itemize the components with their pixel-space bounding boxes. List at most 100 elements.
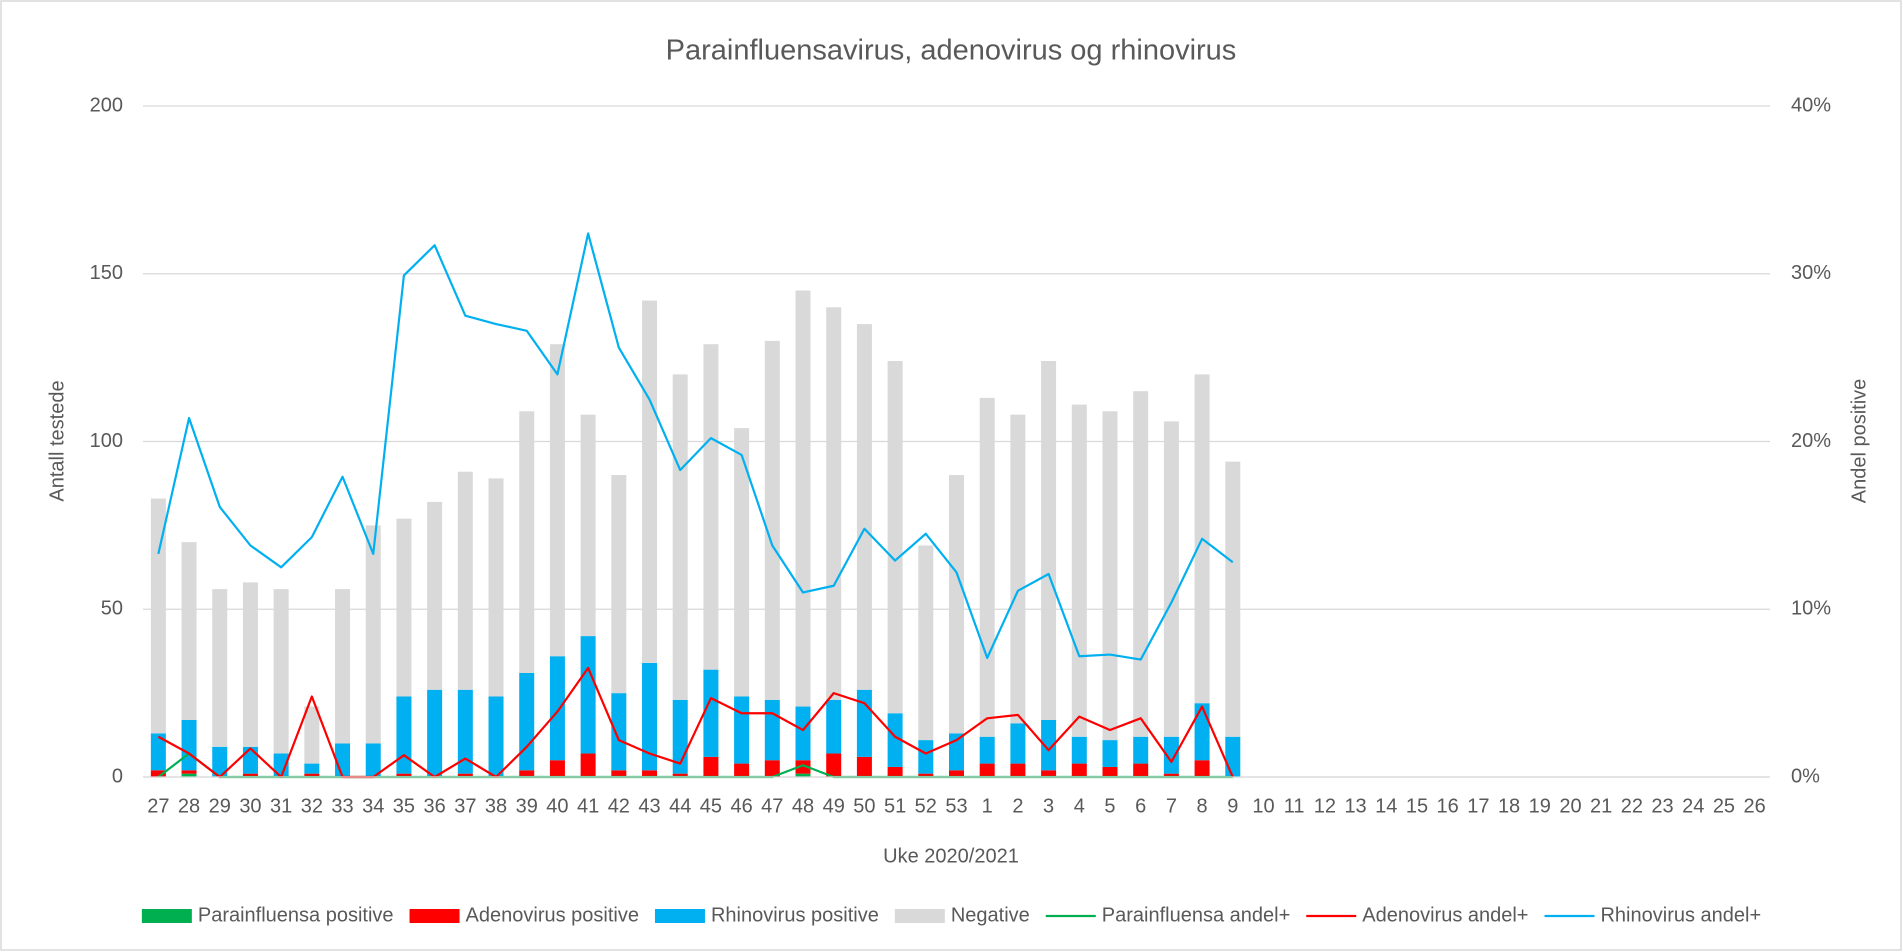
bar-segment: [335, 589, 351, 744]
x-tick-label: 27: [147, 795, 169, 817]
x-tick-label: 47: [761, 795, 783, 817]
bar-segment: [181, 770, 197, 774]
y-axis-title: Antall testede: [46, 380, 68, 501]
bar-segment: [672, 374, 688, 700]
chart-title: Parainfluensavirus, adenovirus og rhinov…: [666, 35, 1237, 67]
x-tick-label: 23: [1651, 795, 1673, 817]
legend-label: Adenovirus positive: [466, 904, 639, 926]
x-tick-label: 19: [1529, 795, 1551, 817]
x-tick-label: 51: [884, 795, 906, 817]
bar-segment: [826, 307, 842, 700]
x-tick-label: 53: [945, 795, 967, 817]
bar-segment: [611, 475, 627, 694]
x-tick-label: 11: [1284, 795, 1305, 817]
bar-segment: [1071, 736, 1087, 764]
bar-segment: [887, 713, 903, 767]
x-tick-label: 25: [1713, 795, 1735, 817]
bar-segment: [519, 672, 535, 771]
legend-swatch: [654, 909, 705, 923]
bar-segment: [795, 290, 811, 707]
bar-segment: [856, 756, 872, 777]
bar-segment: [795, 760, 811, 774]
bar-segment: [212, 589, 228, 747]
y-tick-label: 200: [90, 94, 123, 116]
x-tick-label: 45: [700, 795, 722, 817]
bar-segment: [764, 760, 780, 777]
x-tick-label: 33: [331, 795, 353, 817]
x-tick-label: 10: [1252, 795, 1274, 817]
bar-segment: [703, 756, 719, 777]
bar-segment: [703, 344, 719, 670]
bar-segment: [1010, 723, 1026, 764]
x-tick-label: 28: [178, 795, 200, 817]
x-tick-label: 18: [1498, 795, 1520, 817]
y2-tick-label: 20%: [1791, 430, 1831, 452]
bar-segment: [642, 662, 658, 771]
bar-segment: [672, 773, 688, 777]
bar-segment: [918, 740, 934, 774]
bar-segment: [457, 773, 473, 777]
bar-segment: [1102, 740, 1118, 767]
bar-segment: [856, 689, 872, 757]
x-tick-label: 48: [792, 795, 814, 817]
x-tick-label: 36: [424, 795, 446, 817]
legend-label: Parainfluensa positive: [198, 904, 394, 926]
bar-segment: [1102, 411, 1118, 741]
bar-segment: [549, 656, 565, 761]
x-tick-label: 41: [577, 795, 599, 817]
x-tick-label: 12: [1314, 795, 1336, 817]
y2-tick-label: 10%: [1791, 598, 1831, 620]
bar-segment: [304, 763, 320, 774]
bar-segment: [918, 773, 934, 777]
bar-segment: [150, 733, 166, 771]
bar-segment: [365, 743, 381, 777]
x-tick-label: 13: [1344, 795, 1366, 817]
line-series: [157, 666, 1234, 779]
x-tick-label: 1: [982, 795, 993, 817]
x-tick-label: 29: [209, 795, 231, 817]
x-tick-label: 6: [1135, 795, 1146, 817]
bar-segment: [795, 706, 811, 761]
bar-segment: [1010, 414, 1026, 724]
bar-segment: [887, 360, 903, 714]
bar-segment: [457, 471, 473, 690]
legend-swatch: [141, 909, 192, 923]
x-tick-label: 21: [1590, 795, 1612, 817]
legend-label: Negative: [951, 904, 1030, 926]
x-tick-label: 44: [669, 795, 691, 817]
x-tick-label: 46: [730, 795, 752, 817]
bar-segment: [181, 542, 197, 720]
x-tick-label: 4: [1074, 795, 1085, 817]
x-tick-label: 39: [516, 795, 538, 817]
x-tick-label: 32: [301, 795, 323, 817]
bar-segment: [396, 518, 412, 697]
x-tick-label: 30: [239, 795, 261, 817]
x-tick-label: 14: [1375, 795, 1397, 817]
x-tick-label: 17: [1467, 795, 1489, 817]
bar-segment: [1041, 719, 1057, 771]
x-tick-label: 9: [1227, 795, 1238, 817]
x-tick-label: 5: [1104, 795, 1115, 817]
bar-segment: [519, 411, 535, 673]
x-tick-label: 16: [1437, 795, 1459, 817]
x-tick-label: 40: [546, 795, 568, 817]
bar-segment: [273, 753, 289, 777]
legend-label: Rhinovirus positive: [711, 904, 879, 926]
y2-axis-title: Andel positive: [1848, 379, 1870, 504]
y-tick-label: 100: [90, 430, 123, 452]
bar-segment: [1010, 763, 1026, 777]
y-tick-label: 50: [101, 598, 123, 620]
bar-segment: [764, 699, 780, 761]
bar-segment: [242, 773, 258, 777]
line-series: [157, 232, 1234, 661]
bar-segment: [826, 753, 842, 777]
bar-segment: [580, 636, 596, 754]
x-tick-label: 8: [1197, 795, 1208, 817]
bar-segment: [549, 760, 565, 777]
x-tick-label: 7: [1166, 795, 1177, 817]
bar-segment: [734, 696, 750, 764]
bar-segment: [549, 344, 565, 657]
bar-segment: [427, 501, 443, 690]
